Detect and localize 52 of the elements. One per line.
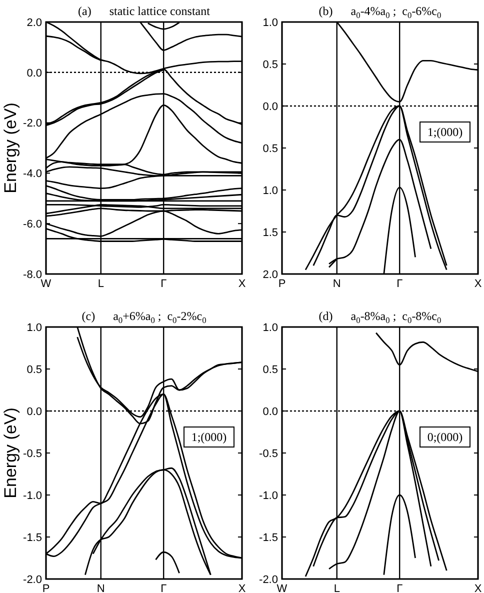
y-tick-label: -2.0	[259, 574, 278, 586]
x-tick-label: P	[42, 583, 50, 593]
annotation: 0;(000)	[427, 430, 463, 444]
x-tick-label: X	[238, 278, 246, 290]
y-tick-label: 2.0	[262, 268, 278, 281]
x-tick-label: L	[98, 278, 104, 290]
x-tick-label: N	[96, 583, 105, 593]
y-tick-label: 0.5	[262, 58, 278, 71]
y-tick-label: -6.0	[23, 218, 42, 230]
x-tick-label: X	[474, 583, 482, 593]
y-tick-label: 0.0	[26, 406, 42, 418]
y-axis-title: Energy (eV)	[1, 102, 20, 194]
y-axis-title: Energy (eV)	[1, 408, 20, 498]
x-tick-label: P	[278, 278, 286, 290]
annotation: 1;(000)	[427, 125, 463, 139]
annotation: 1;(000)	[191, 430, 227, 444]
x-tick-label: L	[334, 583, 340, 593]
chart-title: (a) static lattice constant	[78, 4, 211, 18]
y-tick-label: -0.5	[23, 448, 42, 460]
y-tick-label: 0.5	[26, 364, 42, 376]
y-tick-label: 2.0	[26, 16, 42, 29]
y-tick-label: 1.5	[262, 226, 278, 239]
y-tick-label: -0.5	[259, 448, 278, 460]
x-tick-label: N	[332, 278, 341, 290]
x-tick-label: X	[238, 583, 246, 593]
y-tick-label: 1.0	[262, 16, 278, 29]
y-tick-label: -1.0	[23, 490, 42, 502]
y-tick-label: 1.0	[26, 322, 42, 334]
y-tick-label: -2.0	[23, 118, 42, 130]
x-tick-label: W	[276, 583, 288, 593]
y-tick-label: 0.0	[262, 406, 278, 418]
y-tick-label: 1.0	[262, 322, 278, 334]
y-tick-label: -4.0	[23, 168, 42, 180]
x-tick-label: Γ	[160, 583, 167, 593]
x-tick-label: X	[474, 278, 482, 290]
y-tick-label: -8.0	[23, 268, 42, 281]
chart-title: (d) a$_{0}$-8%a$_{0}$ ; c$_{0}$-8%c$_{0}$	[318, 309, 442, 325]
y-tick-label: 0.5	[262, 142, 278, 155]
chart-title: (c) a$_{0}$+6%a$_{0}$ ; c$_{0}$-2%c$_{0}$	[82, 309, 206, 325]
y-tick-label: -1.5	[259, 532, 278, 544]
y-tick-label: -1.5	[23, 532, 42, 544]
x-tick-label: Γ	[396, 278, 403, 290]
x-tick-label: Γ	[396, 583, 403, 593]
x-tick-label: W	[40, 278, 52, 290]
y-tick-label: 1.0	[262, 184, 278, 197]
x-tick-label: Γ	[160, 278, 167, 290]
y-tick-label: 0.5	[262, 364, 278, 376]
y-tick-label: 0.0	[262, 100, 278, 113]
chart-title: (b) a$_{0}$-4%a$_{0}$ ; c$_{0}$-6%c$_{0}$	[318, 4, 442, 20]
y-tick-label: -1.0	[259, 490, 278, 502]
y-tick-label: 0.0	[26, 67, 42, 80]
y-tick-label: -2.0	[23, 574, 42, 586]
